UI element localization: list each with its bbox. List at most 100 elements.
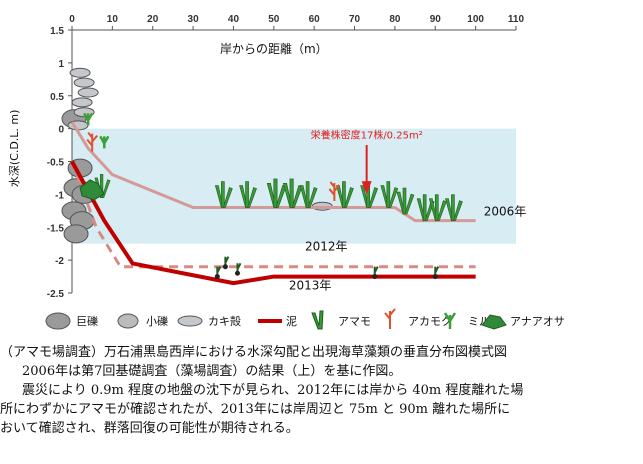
boulder-mark <box>63 224 89 244</box>
amamo-mark <box>299 181 318 209</box>
amamo-base <box>222 264 228 270</box>
caption-line-2: 2006年は第7回基礎調査（藻場調査）の結果（上）を基に作図。 <box>22 364 402 379</box>
legend-label: 小礫 <box>146 314 168 328</box>
y-tick-label: 0.5 <box>50 92 64 103</box>
x-tick-label: 100 <box>467 14 484 25</box>
akamoku-branch <box>86 132 98 152</box>
oyster-shell-mark <box>69 67 91 78</box>
x-tick-label: 110 <box>508 14 525 25</box>
x-tick-label: 80 <box>389 14 401 25</box>
oyster-shell-mark <box>71 97 93 108</box>
amamo-leaf <box>368 187 379 208</box>
amamo-leaf <box>247 187 257 208</box>
amamo-sparse-mark <box>214 266 222 280</box>
caption-line-3: 震災により 0.9m 程度の地盤の沈下が見られ、2012年には岸から 40m 程… <box>22 383 524 398</box>
x-tick-label: 70 <box>349 14 361 25</box>
legend-label: 巨礫 <box>76 314 98 328</box>
series-line-2012年 <box>70 160 476 269</box>
x-tick-label: 40 <box>228 14 240 25</box>
amamo-base <box>214 274 220 280</box>
amamo-leaf <box>289 178 294 208</box>
x-tick-label: 30 <box>188 14 200 25</box>
amamo-leaf <box>273 178 278 208</box>
oyster-shell-mark <box>73 77 95 88</box>
oyster-shell-mark <box>77 87 99 98</box>
amamo-leaf <box>344 187 354 208</box>
amamo-leaf <box>245 181 249 208</box>
amamo-leaf <box>342 181 346 208</box>
amamo-leaf <box>451 194 455 221</box>
y-tick-label: -0.5 <box>47 158 65 169</box>
legend-label: アマモ <box>338 315 371 328</box>
akamoku-mark <box>86 132 98 152</box>
amamo-mark <box>416 194 435 222</box>
caption-line-4: 所にわずかにアマモが確認されたが、2013年には岸周辺と 75m と 90m 離… <box>0 402 511 417</box>
x-tick-label: 20 <box>147 14 159 25</box>
density-arrow-head <box>361 181 372 195</box>
miru-mark <box>99 135 110 149</box>
sea-band <box>72 128 516 244</box>
oyster-shell-mark <box>67 120 89 131</box>
x-tick-label: 0 <box>69 14 75 25</box>
label-2013: 2013年 <box>289 279 332 293</box>
y-tick-label: 1 <box>58 59 64 70</box>
caption-line-1: （アマモ場調査）万石浦黒島西岸における水深勾配と出現海草藻類の垂直分布図模式図 <box>0 345 508 360</box>
amamo-base <box>432 274 438 280</box>
legend-item: 小礫 <box>117 313 168 329</box>
anaaosa-mark <box>79 179 105 201</box>
x-tick-label: 50 <box>268 14 280 25</box>
amamo-leaf <box>305 181 310 208</box>
series-line-2013年 <box>70 160 476 286</box>
amamo-mark <box>282 178 303 209</box>
y-tick-label: 1.5 <box>50 26 64 37</box>
label-2012: 2012年 <box>305 239 348 253</box>
amamo-mark <box>266 178 287 209</box>
amamo-base <box>372 274 378 280</box>
caption: （アマモ場調査）万石浦黒島西岸における水深勾配と出現海草藻類の垂直分布図模式図 … <box>0 343 643 438</box>
y-tick-label: 0 <box>58 125 64 136</box>
density-annotation: 栄養株密度17株/0.25m² <box>311 128 423 141</box>
amamo-leaf <box>422 194 427 221</box>
amamo-leaf <box>221 181 225 208</box>
amamo-leaf <box>453 200 463 221</box>
legend-label: アナアオサ <box>510 315 565 328</box>
x-axis-title: 岸からの距離（m） <box>220 42 328 56</box>
oyster-shell-icon <box>177 315 203 327</box>
legend-label: 泥 <box>286 315 297 328</box>
amamo-leaf <box>386 181 391 208</box>
series-line-2006年 <box>70 121 476 223</box>
miru-mark <box>83 112 94 126</box>
x-tick-label: 90 <box>430 14 442 25</box>
label-2006: 2006年 <box>484 204 527 218</box>
y-tick-label: -1.5 <box>47 223 65 234</box>
depth-profile-chart: 1.5 1 0.5 0 -0.5 -1 -1.5 -2 -2.5 0 10 20 30 40 50 60 70 8… <box>8 14 565 330</box>
y-tick-label: -2 <box>55 256 64 267</box>
amamo-mark <box>239 181 257 209</box>
akamoku-seaweed-icon <box>384 308 396 329</box>
boulder-icon <box>45 312 71 330</box>
amamo-sparse-mark <box>432 266 440 280</box>
legend-item: アカモク <box>384 308 452 329</box>
amamo-leaf <box>434 194 439 221</box>
amamo-leaf <box>307 187 318 208</box>
caption-line-5: おいて確認され、群落回復の可能性が期待される。 <box>0 421 299 436</box>
legend-item: 巨礫 <box>45 312 98 330</box>
legend-item: 泥 <box>258 315 297 328</box>
legend-item: アナアオサ <box>481 314 565 330</box>
amamo-mark <box>396 187 415 216</box>
akamoku-branch <box>328 181 341 201</box>
legend-item: カキ殻 <box>177 314 241 328</box>
legend-label: カキ殻 <box>208 314 241 328</box>
pebble-icon <box>117 313 139 329</box>
amamo-seagrass-icon <box>311 310 324 330</box>
y-tick-label: -2.5 <box>47 289 65 300</box>
akamoku-mark <box>328 181 341 201</box>
legend-item: アマモ <box>311 310 371 330</box>
miru-branch <box>99 135 110 149</box>
miru-branch <box>83 112 94 126</box>
amamo-leaf <box>404 193 415 215</box>
amamo-mark <box>428 194 447 222</box>
miru-seaweed-icon <box>443 312 457 329</box>
y-tick-label: -1 <box>55 190 64 201</box>
